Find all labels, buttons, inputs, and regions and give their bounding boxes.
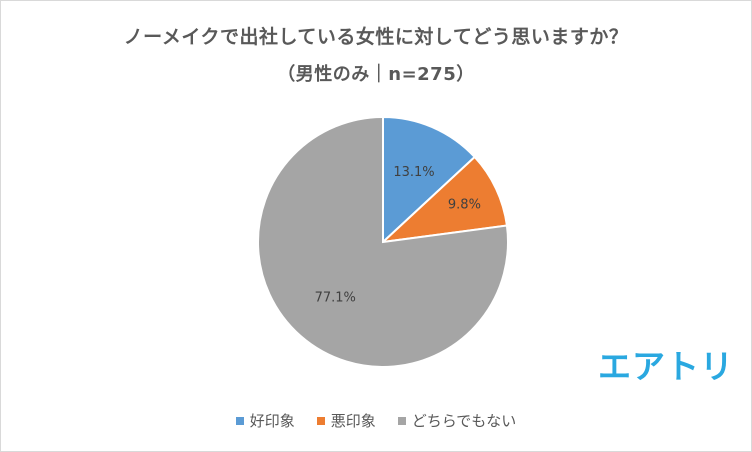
legend-label-positive: 好印象 xyxy=(249,412,295,430)
legend-item-negative: 悪印象 xyxy=(316,410,376,431)
data-label-negative: 9.8% xyxy=(448,198,481,213)
legend-swatch-neutral xyxy=(397,416,406,425)
legend-item-neutral: どちらでもない xyxy=(397,410,517,431)
legend-item-positive: 好印象 xyxy=(235,410,295,431)
legend-swatch-positive xyxy=(235,416,244,425)
data-label-neutral: 77.1% xyxy=(315,291,356,306)
chart-title: ノーメイクで出社している女性に対してどう思いますか？ xyxy=(123,26,629,48)
legend: 好印象 悪印象 どちらでもない xyxy=(0,410,752,431)
legend-swatch-negative xyxy=(316,416,325,425)
data-label-positive: 13.1% xyxy=(393,165,434,180)
pie-slice-negative xyxy=(380,155,509,244)
legend-label-neutral: どちらでもない xyxy=(411,412,517,430)
chart-subtitle: （男性のみ｜n=275） xyxy=(277,64,475,85)
pie-slice-neutral xyxy=(257,115,509,368)
legend-label-negative: 悪印象 xyxy=(330,412,376,430)
brand-logo: エアトリ xyxy=(598,347,734,386)
pie-slice-positive xyxy=(382,115,477,245)
